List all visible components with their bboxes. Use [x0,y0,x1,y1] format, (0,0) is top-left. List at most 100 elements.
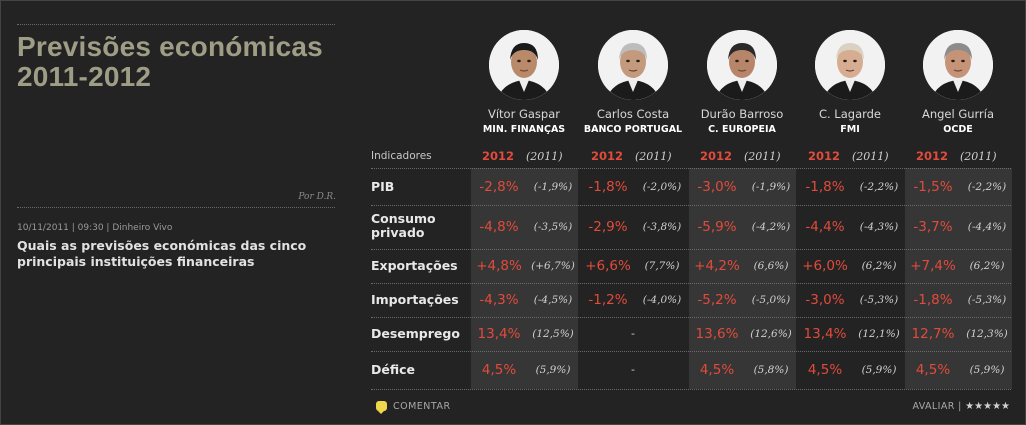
forecaster-3: Durão Barroso C. EUROPEIA [687,27,797,135]
article-meta: 10/11/2011 | 09:30 | Dinheiro Vivo [17,223,173,233]
forecast-2012: 4,5% [699,362,735,378]
column-stripe [471,168,578,389]
forecast-2011: (6,2%) [861,260,897,272]
forecast-2011: (-2,0%) [642,181,682,193]
forecast-2012: -3,7% [913,219,953,235]
forecast-2012: +7,4% [910,258,956,274]
portrait-avatar [707,30,777,100]
forecast-2011: (-3,5%) [533,221,573,233]
row-divider [371,351,1011,352]
year-2011-label: (2011) [852,150,889,163]
forecaster-institution: MIN. FINANÇAS [482,124,566,135]
forecast-2012: 4,5% [807,362,843,378]
year-2012-label: 2012 [591,149,624,163]
person-portrait-icon [707,30,777,100]
year-2011-label: (2011) [744,150,781,163]
indicator-label: PIB [371,179,395,194]
forecaster-institution: OCDE [943,124,973,135]
row-divider [371,317,1011,318]
empty-cell: - [631,327,635,340]
forecaster-1: Vítor Gaspar MIN. FINANÇAS [469,27,579,135]
comment-button[interactable]: COMENTAR [376,401,451,414]
byline: Por D.R. [298,192,336,202]
year-2012-label: 2012 [916,149,949,163]
person-portrait-icon [598,30,668,100]
comment-bubble-icon [376,401,387,414]
year-header: 2012 (2011) [808,149,889,163]
indicator-label: Desemprego [371,326,460,341]
portrait-avatar [923,30,993,100]
forecast-2011: (-1,9%) [533,181,573,193]
empty-cell: - [631,363,635,376]
forecast-2012: -3,0% [805,292,845,308]
forecast-2012: -4,4% [805,219,845,235]
rating-widget[interactable]: AVALIAR | ★★★★★ [912,401,1010,412]
forecast-2012: -2,9% [588,219,628,235]
indicator-label: Consumo privado [371,211,436,240]
forecast-2012: -4,8% [479,219,519,235]
row-divider [371,249,1011,250]
row-divider [371,205,1011,206]
forecast-2012: +6,6% [585,258,631,274]
forecast-2011: (5,8%) [753,364,789,376]
forecast-2011: (7,7%) [644,260,680,272]
forecast-2012: -1,8% [913,292,953,308]
forecaster-institution: FMI [840,124,860,135]
forecast-2012: -3,0% [697,179,737,195]
forecast-2012: 13,4% [803,326,847,342]
forecaster-name: Carlos Costa [596,107,670,121]
row-divider [371,168,1011,169]
forecast-2012: -1,2% [588,292,628,308]
comment-label: COMENTAR [393,401,451,412]
forecast-2012: 4,5% [915,362,951,378]
person-portrait-icon [489,30,559,100]
article-headline[interactable]: Quais as previsões económicas das cinco … [17,238,307,269]
year-header: 2012 (2011) [482,149,563,163]
forecast-2012: -1,8% [588,179,628,195]
forecast-2011: (5,9%) [969,364,1005,376]
forecast-2011: (5,9%) [861,364,897,376]
year-2011-label: (2011) [960,150,997,163]
forecaster-5: Angel Gurría OCDE [903,27,1013,135]
column-stripe [689,168,796,389]
forecast-2011: (-5,3%) [859,294,899,306]
top-divider [17,24,335,25]
forecast-2012: 4,5% [481,362,517,378]
year-header: 2012 (2011) [916,149,997,163]
forecast-2011: (12,1%) [858,328,900,340]
rating-stars-icon[interactable]: ★★★★★ [965,401,1010,412]
year-2012-label: 2012 [808,149,841,163]
forecaster-name: Vítor Gaspar [487,107,560,121]
forecast-2011: (-2,2%) [967,181,1007,193]
forecaster-4: C. Lagarde FMI [795,27,905,135]
forecast-2012: -5,9% [697,219,737,235]
forecast-2012: 13,4% [477,326,521,342]
forecast-2012: +6,0% [802,258,848,274]
forecast-2011: (-5,0%) [751,294,791,306]
forecast-2011: (-4,2%) [751,221,791,233]
person-portrait-icon [815,30,885,100]
column-stripe [905,168,1012,389]
forecaster-name: Durão Barroso [700,107,784,121]
forecast-2011: (12,5%) [532,328,574,340]
forecast-2011: (+6,7%) [531,260,575,272]
forecast-2011: (-4,4%) [967,221,1007,233]
year-2011-label: (2011) [635,150,672,163]
forecast-2011: (12,6%) [750,328,792,340]
forecast-2012: 13,6% [695,326,739,342]
year-2011-label: (2011) [526,150,563,163]
row-divider [371,389,1011,390]
forecast-2011: (-2,2%) [859,181,899,193]
forecast-2011: (-1,9%) [751,181,791,193]
rate-label: AVALIAR | [912,401,962,412]
forecaster-institution: C. EUROPEIA [708,124,776,135]
portrait-avatar [815,30,885,100]
forecaster-institution: BANCO PORTUGAL [583,124,683,135]
year-2012-label: 2012 [482,149,515,163]
forecaster-2: Carlos Costa BANCO PORTUGAL [578,27,688,135]
indicator-label: Exportações [371,258,458,273]
person-portrait-icon [923,30,993,100]
indicators-header: Indicadores [371,150,432,162]
forecast-2012: -5,2% [697,292,737,308]
forecast-2012: -1,8% [805,179,845,195]
